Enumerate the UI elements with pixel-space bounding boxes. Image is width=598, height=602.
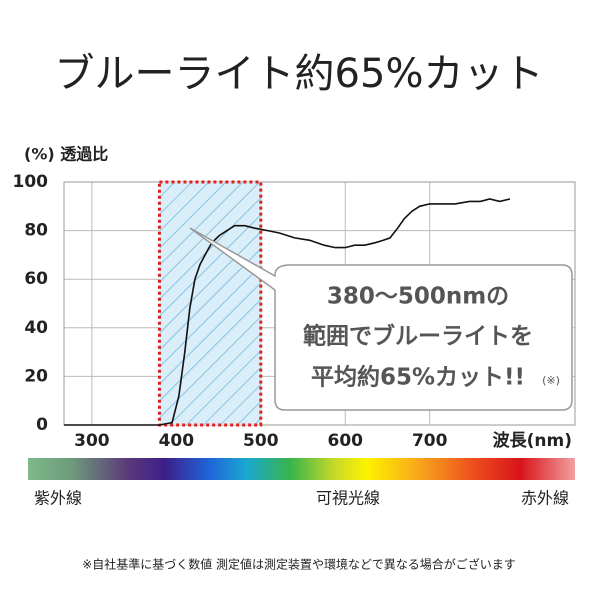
- annotation-note: (※): [542, 374, 560, 387]
- x-tick-label: 500: [243, 431, 279, 451]
- y-tick-label: 0: [36, 415, 48, 435]
- chart-title: ブルーライト約65%カット: [55, 51, 544, 97]
- transmittance-line: [64, 198, 511, 426]
- spectrum-label: 紫外線: [34, 489, 82, 508]
- spectrum-label: 赤外線: [521, 489, 569, 508]
- annotation-text: 範囲でブルーライトを: [303, 323, 533, 350]
- y-tick-label: 60: [24, 269, 48, 289]
- y-tick-label: 40: [24, 318, 48, 338]
- annotation-box: [189, 227, 573, 411]
- plot-frame: [63, 181, 576, 426]
- x-tick-label: 700: [412, 431, 448, 451]
- annotation-text: 380〜500nmの: [327, 284, 509, 310]
- y-tick-label: 80: [24, 221, 48, 241]
- x-tick-label: 600: [328, 431, 364, 451]
- y-tick-label: 20: [24, 366, 48, 386]
- highlight-band: [157, 180, 263, 427]
- footnote: ※自社基準に基づく数値 測定値は測定装置や環境などで異なる場合がございます: [82, 557, 516, 572]
- spectrum-label: 可視光線: [316, 489, 380, 508]
- annotation-text: 平均約65%カット!!: [311, 364, 525, 391]
- x-tick-label: 400: [159, 431, 195, 451]
- y-axis-label: (%) 透過比: [24, 145, 108, 164]
- x-axis-label: 波長(nm): [493, 430, 572, 451]
- spectrum-bar: [28, 458, 575, 480]
- y-tick-label: 100: [13, 172, 49, 192]
- x-tick-label: 300: [74, 431, 110, 451]
